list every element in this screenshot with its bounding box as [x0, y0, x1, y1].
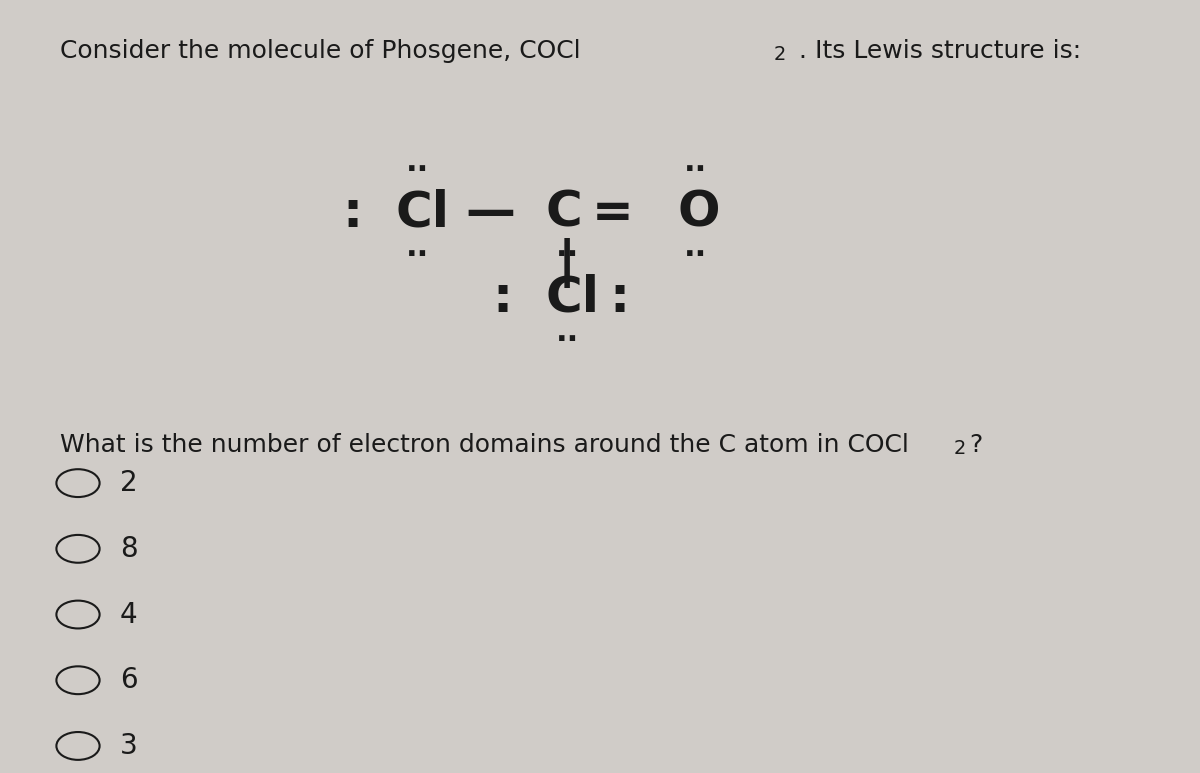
Text: ⋅⋅: ⋅⋅ — [556, 240, 578, 270]
Text: 8: 8 — [120, 535, 138, 563]
Text: ?: ? — [970, 433, 983, 457]
Text: C: C — [546, 189, 583, 237]
Text: :: : — [610, 274, 630, 322]
Text: |: | — [558, 238, 576, 288]
Text: O: O — [678, 189, 720, 237]
Text: Cl: Cl — [546, 274, 600, 322]
Text: What is the number of electron domains around the C atom in COCl: What is the number of electron domains a… — [60, 433, 908, 457]
Text: 6: 6 — [120, 666, 138, 694]
Text: 2: 2 — [774, 45, 786, 64]
Text: ⋅⋅: ⋅⋅ — [406, 155, 428, 185]
Text: 4: 4 — [120, 601, 138, 628]
Text: ⋅⋅: ⋅⋅ — [684, 240, 707, 270]
Text: . Its Lewis structure is:: . Its Lewis structure is: — [799, 39, 1081, 63]
Text: 3: 3 — [120, 732, 138, 760]
Text: 2: 2 — [954, 439, 966, 458]
Text: 2: 2 — [120, 469, 138, 497]
Text: ⋅⋅: ⋅⋅ — [684, 155, 707, 185]
Text: —: — — [466, 189, 516, 237]
Text: ⋅⋅: ⋅⋅ — [406, 240, 428, 270]
Text: Cl: Cl — [396, 189, 450, 237]
Text: ⋅⋅: ⋅⋅ — [556, 325, 578, 355]
Text: Consider the molecule of Phosgene, COCl: Consider the molecule of Phosgene, COCl — [60, 39, 581, 63]
Text: :: : — [492, 274, 512, 322]
Text: :: : — [342, 189, 362, 237]
Text: =: = — [592, 189, 634, 237]
